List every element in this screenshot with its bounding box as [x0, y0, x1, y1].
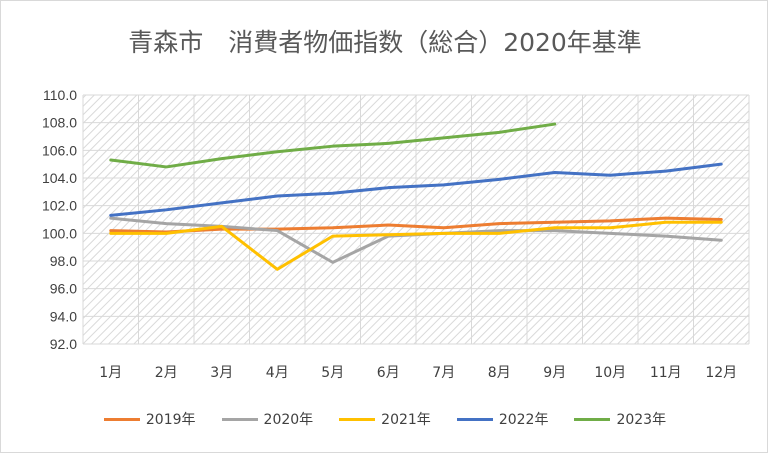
legend: 2019年 2020年 2021年 2022年 2023年	[1, 409, 767, 429]
legend-swatch	[103, 417, 140, 421]
y-tick-label: 104.0	[42, 170, 77, 186]
x-tick-label: 7月	[432, 365, 455, 381]
legend-label: 2020年	[263, 412, 314, 428]
y-tick-label: 96.0	[50, 281, 77, 297]
legend-swatch	[574, 417, 611, 421]
legend-item: 2021年	[339, 409, 431, 429]
legend-label: 2022年	[498, 412, 549, 428]
legend-swatch	[456, 417, 493, 421]
legend-item: 2020年	[221, 409, 314, 429]
y-tick-label: 108.0	[42, 115, 77, 131]
y-tick-label: 94.0	[50, 308, 77, 324]
x-tick-label: 2月	[155, 365, 178, 381]
x-tick-label: 11月	[650, 365, 682, 381]
x-tick-label: 8月	[488, 365, 511, 381]
legend-label: 2019年	[145, 412, 196, 428]
series-line-2022年	[109, 162, 723, 217]
legend-swatch	[221, 417, 258, 421]
x-tick-label: 3月	[210, 365, 233, 381]
y-tick-label: 106.0	[42, 142, 77, 158]
legend-label: 2023年	[616, 412, 667, 428]
y-tick-label: 110.0	[43, 87, 77, 103]
series-line-2019年	[109, 216, 723, 234]
y-tick-label: 92.0	[50, 336, 77, 352]
series-line-2021年	[109, 220, 723, 271]
legend-item: 2019年	[103, 409, 196, 429]
y-tick-label: 98.0	[50, 253, 77, 269]
legend-item: 2022年	[456, 409, 549, 429]
y-tick-label: 102.0	[42, 198, 77, 214]
x-tick-label: 10月	[594, 365, 626, 381]
x-tick-label: 1月	[99, 365, 122, 381]
legend-label: 2021年	[381, 412, 431, 428]
legend-item: 2023年	[574, 409, 666, 429]
x-tick-label: 5月	[321, 365, 344, 381]
chart-title: 青森市 消費者物価指数（総合）2020年基準	[128, 28, 642, 57]
x-tick-label: 12月	[705, 365, 737, 381]
x-tick-label: 6月	[377, 365, 400, 381]
y-tick-label: 100.0	[42, 225, 77, 241]
x-tick-label: 4月	[266, 365, 289, 381]
legend-swatch	[339, 417, 376, 421]
x-tick-label: 9月	[543, 365, 566, 381]
